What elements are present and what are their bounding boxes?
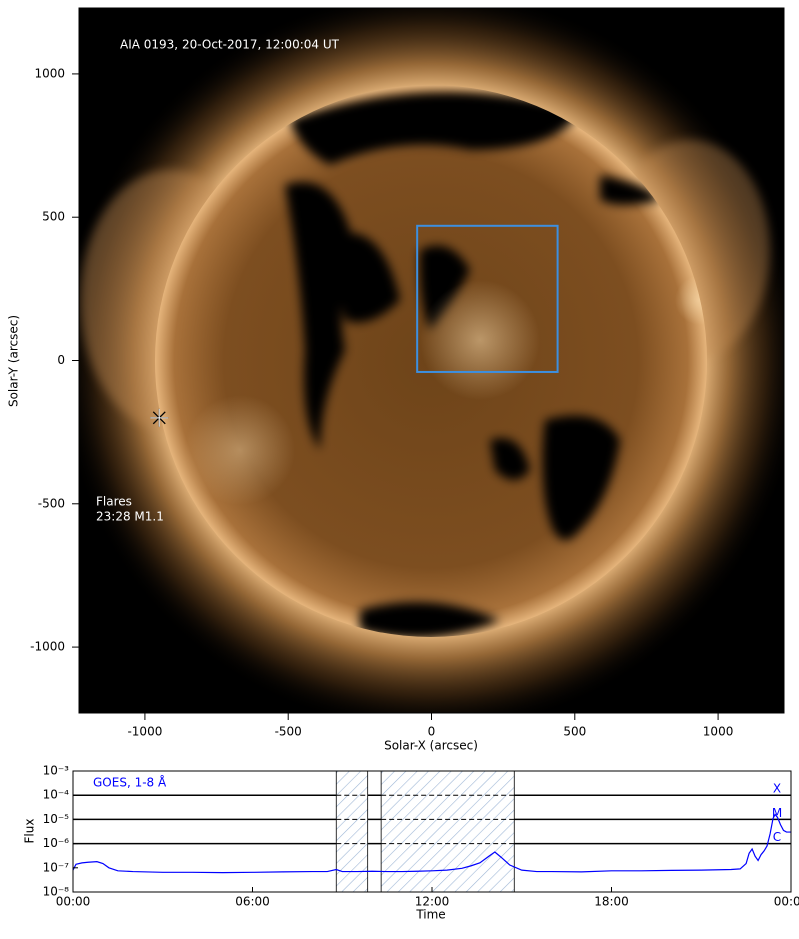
y-tick-label: 10⁻³	[43, 764, 70, 778]
y-tick-label: 10⁻⁷	[43, 860, 70, 874]
y-tick-label: 10⁻⁵	[43, 812, 70, 826]
coronal-holes	[185, 92, 707, 637]
flare-marker	[150, 408, 169, 427]
x-tick-label: 18:00	[594, 895, 629, 909]
x-tick-label: 00:00	[56, 895, 91, 909]
legend-label: GOES, 1-8 Å	[93, 775, 167, 790]
y-tick-label: 500	[42, 210, 65, 224]
interval	[335, 770, 369, 893]
y-tick-label: 10⁻⁸	[43, 885, 70, 899]
x-tick-label: 12:00	[415, 895, 450, 909]
x-tick-label: -500	[275, 725, 302, 739]
y-tick-label: 1000	[34, 66, 65, 80]
region-box	[416, 224, 559, 373]
flare-heading: Flares	[96, 495, 132, 509]
flare-label: 23:28 M1.1	[96, 510, 164, 524]
y-tick-label: 10⁻⁴	[43, 788, 70, 802]
x-tick-label: 1000	[703, 725, 734, 739]
y-axis-label: Flux	[23, 819, 37, 844]
flux-line	[72, 813, 791, 874]
x-tick-label: -1000	[127, 725, 162, 739]
x-tick-label: 500	[563, 725, 586, 739]
x-axis-label: Time	[415, 908, 445, 922]
image-title: AIA 0193, 20-Oct-2017, 12:00:04 UT	[120, 38, 340, 52]
x-tick-label: 06:00	[235, 895, 270, 909]
y-tick-label: 0	[57, 353, 65, 367]
active-region	[675, 275, 707, 325]
level-label: C	[773, 830, 781, 844]
solar-image	[79, 8, 784, 713]
active-region	[185, 395, 295, 505]
x-tick-label: 0	[428, 725, 436, 739]
y-tick-label: 10⁻⁶	[43, 836, 70, 850]
y-tick-label: -500	[38, 496, 65, 510]
level-label: X	[773, 782, 781, 796]
active-region	[420, 280, 540, 400]
x-axis-label: Solar-X (arcsec)	[384, 739, 478, 753]
y-tick-label: -1000	[30, 640, 65, 654]
interval	[380, 770, 515, 893]
level-label: M	[772, 806, 782, 820]
x-tick-label: 00:00	[774, 895, 799, 909]
y-axis-label: Solar-Y (arcsec)	[7, 315, 21, 407]
